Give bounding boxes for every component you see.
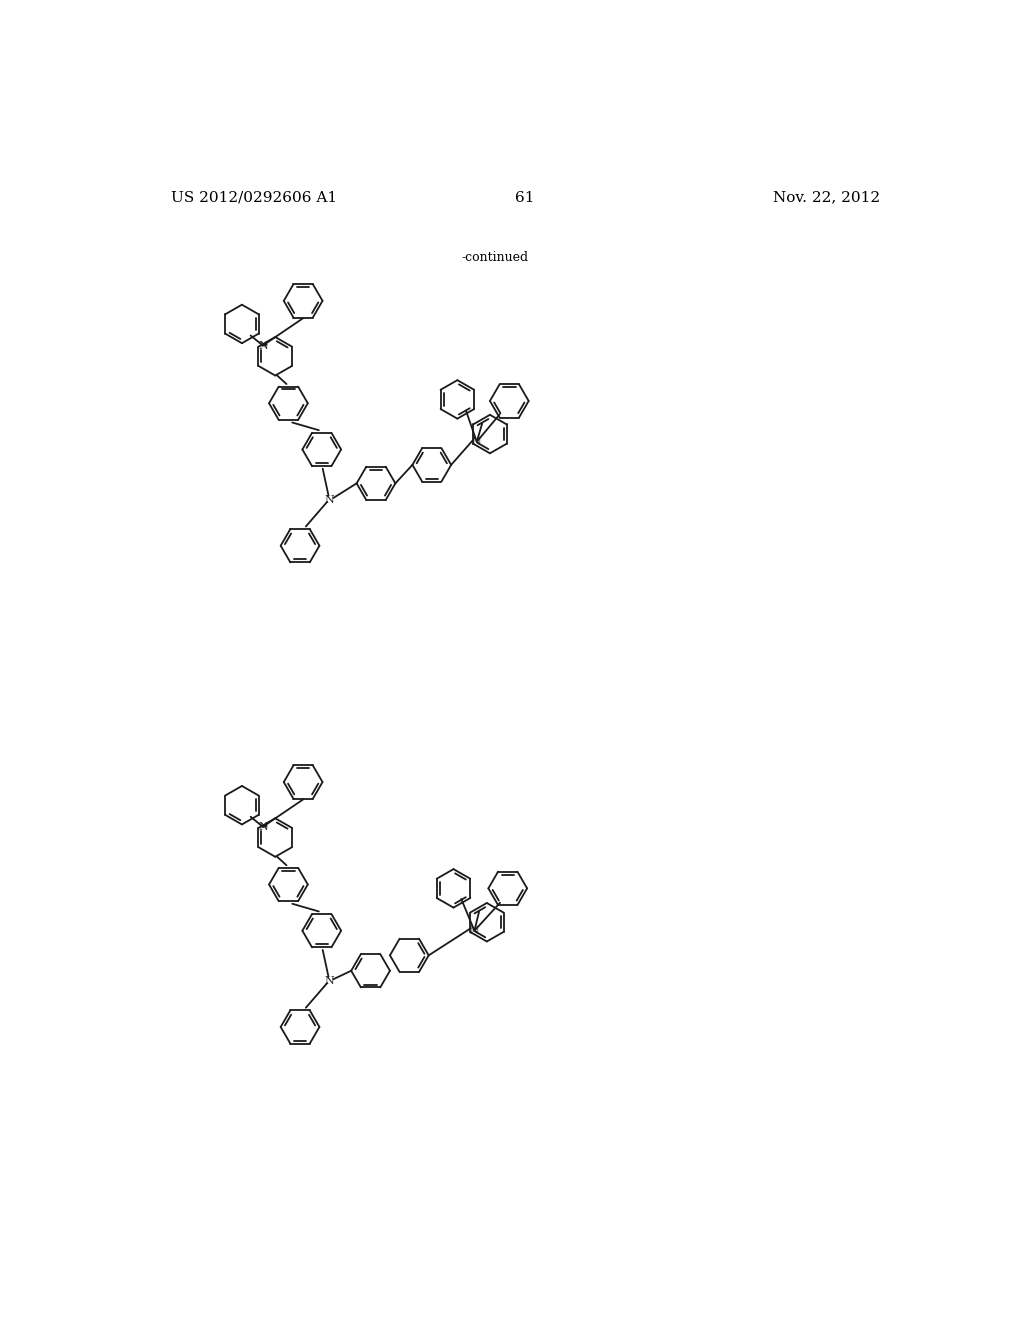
Text: N: N xyxy=(258,341,267,351)
Text: US 2012/0292606 A1: US 2012/0292606 A1 xyxy=(171,191,337,205)
Text: 61: 61 xyxy=(515,191,535,205)
Text: -continued: -continued xyxy=(461,251,528,264)
Text: N: N xyxy=(325,495,335,504)
Text: N: N xyxy=(258,822,267,832)
Text: N: N xyxy=(472,437,481,446)
Text: Nov. 22, 2012: Nov. 22, 2012 xyxy=(773,191,880,205)
Text: N: N xyxy=(470,925,479,936)
Text: N: N xyxy=(325,975,335,986)
